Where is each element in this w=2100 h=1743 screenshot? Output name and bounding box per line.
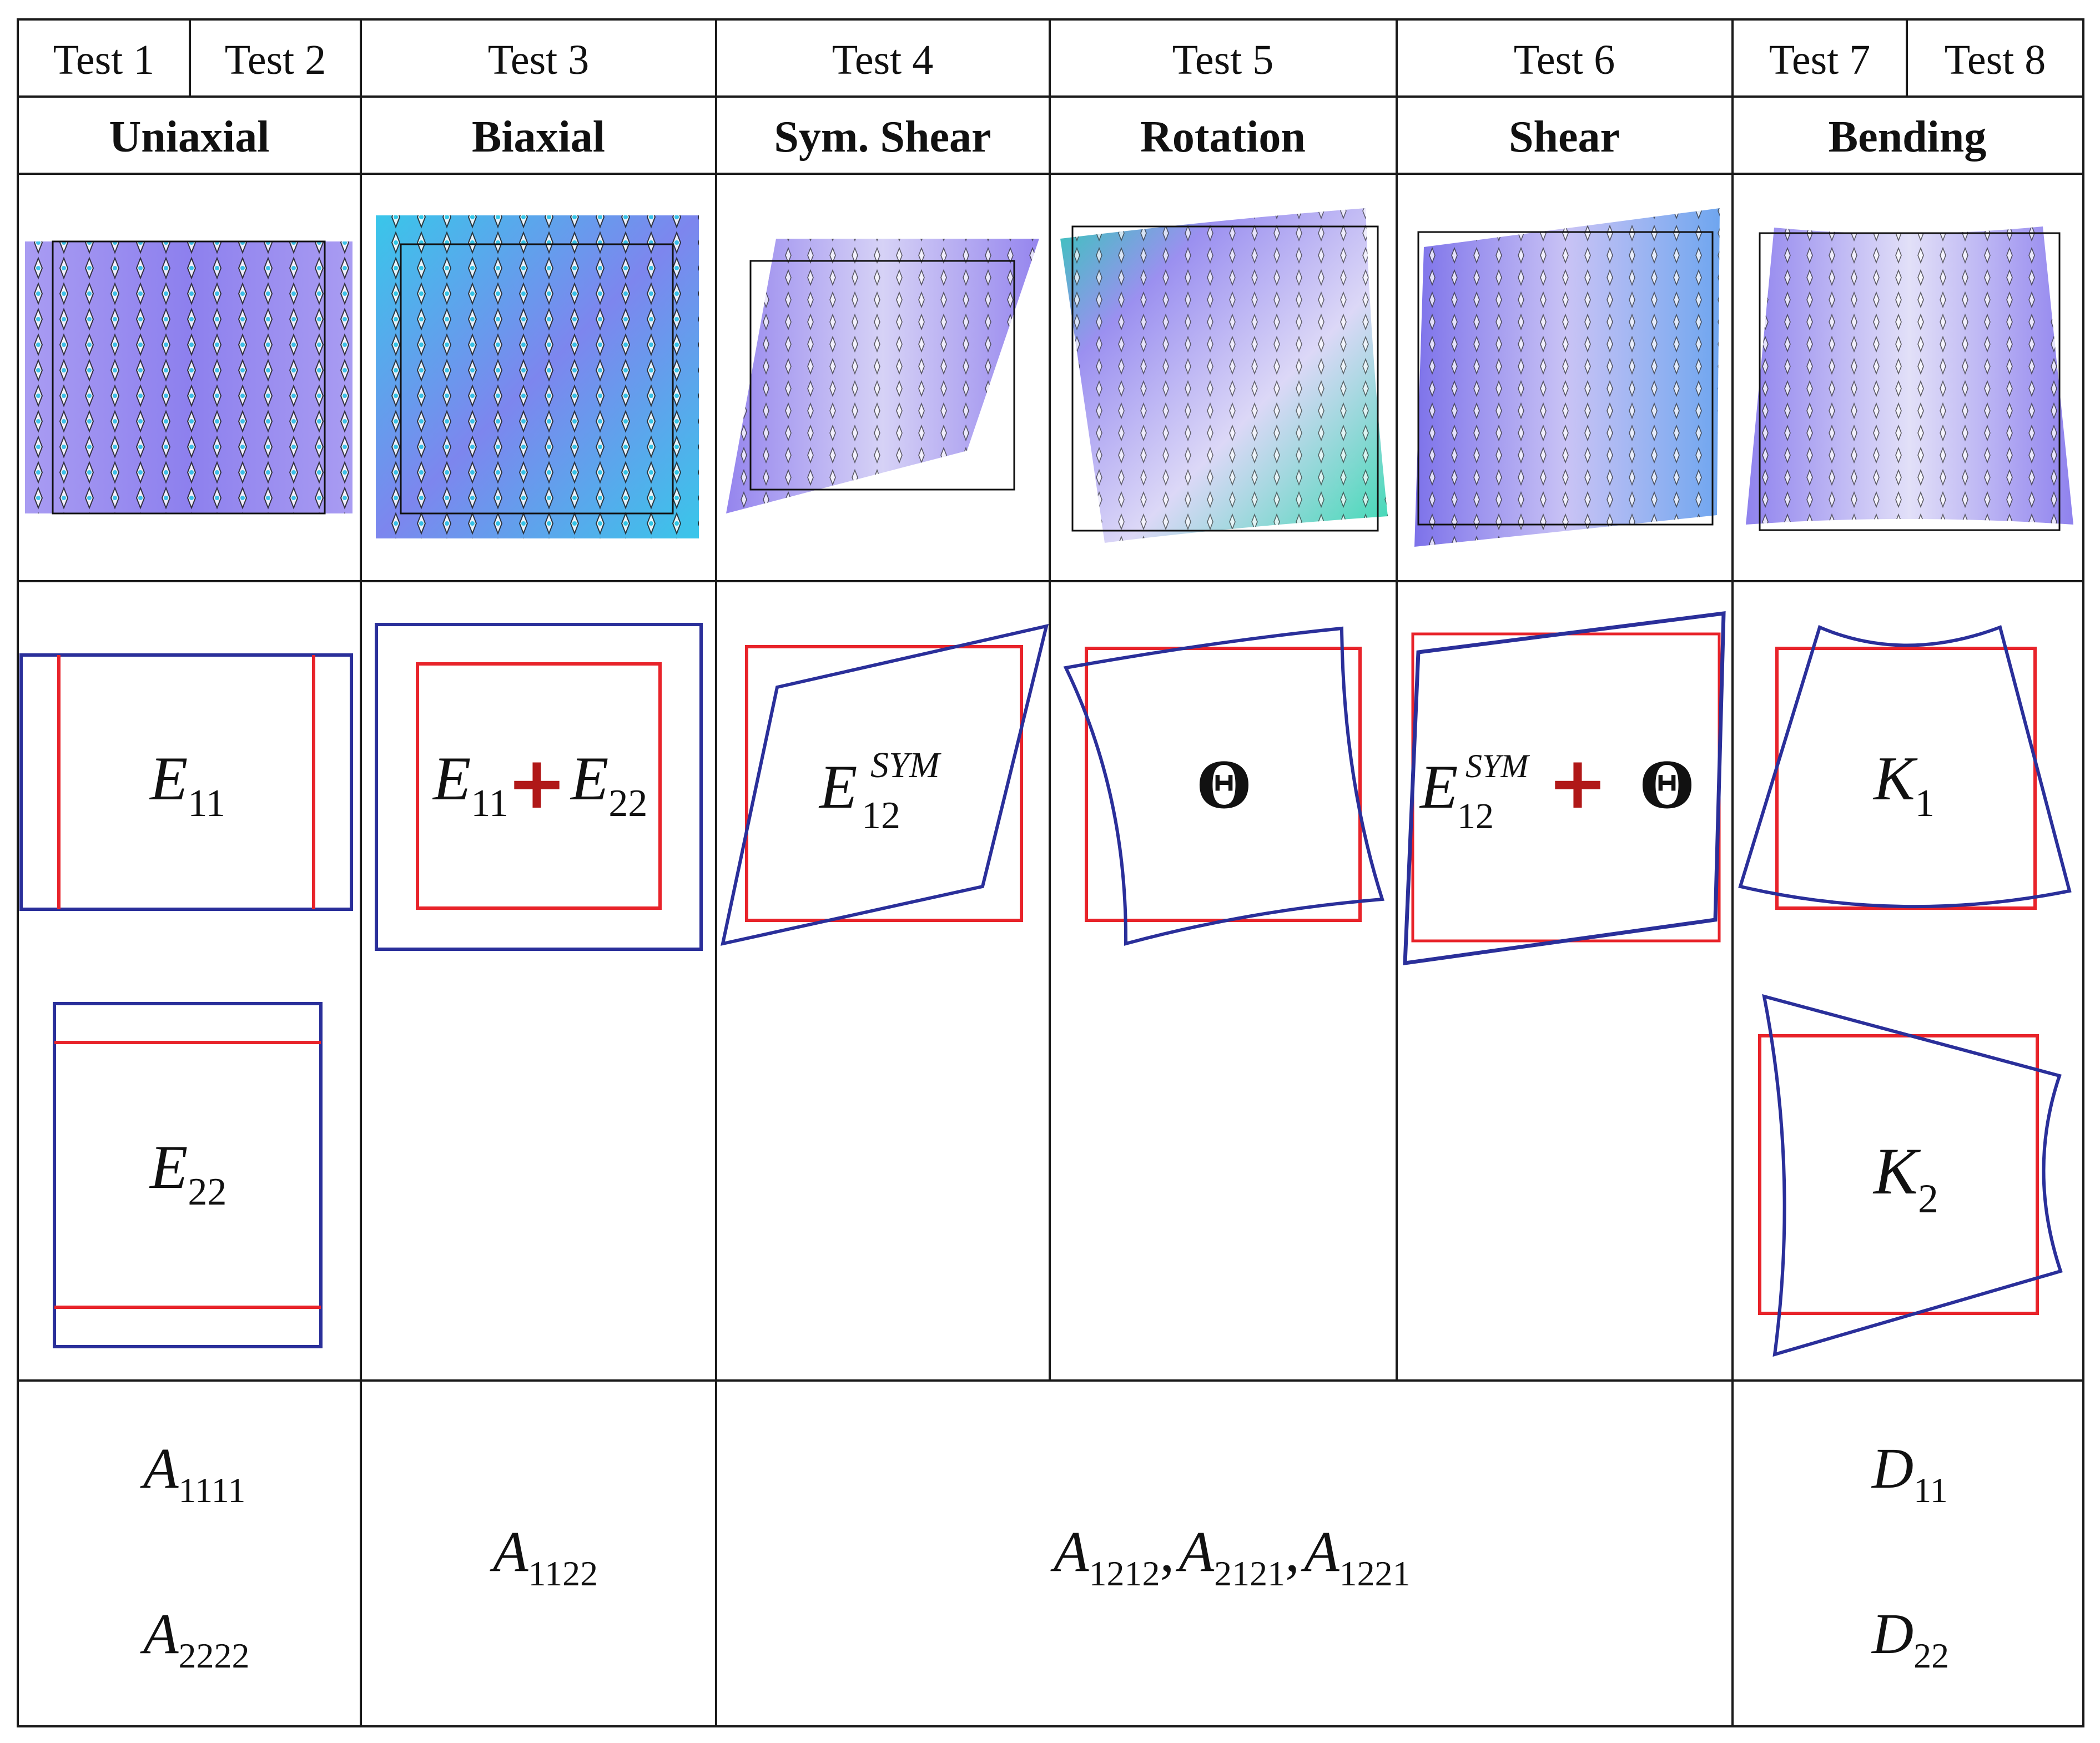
mode-rotation: Rotation bbox=[1140, 113, 1306, 162]
e11-subscript: 11 bbox=[188, 782, 225, 825]
mode-uniaxial: Uniaxial bbox=[109, 113, 270, 162]
e12-sym-symbol: E bbox=[818, 753, 857, 822]
svg-text:D11: D11 bbox=[1871, 1437, 1948, 1510]
svg-text:D22: D22 bbox=[1871, 1602, 1949, 1675]
lattice-biaxial bbox=[376, 215, 699, 538]
test-4-label: Test 4 bbox=[832, 37, 934, 83]
svg-text:E11: E11 bbox=[432, 744, 508, 825]
coef-a1111-subscript: 1111 bbox=[179, 1470, 246, 1510]
mode-bending: Bending bbox=[1829, 113, 1987, 162]
mode-biaxial: Biaxial bbox=[472, 113, 605, 162]
coef-comma-1: , bbox=[1160, 1520, 1175, 1584]
shear-plus: + bbox=[1548, 740, 1608, 825]
e12-sym-subscript: 12 bbox=[862, 794, 900, 837]
coef-a1212-subscript: 1212 bbox=[1089, 1554, 1160, 1593]
k2-subscript: 2 bbox=[1918, 1176, 1938, 1222]
coef-a2222-symbol: A bbox=[140, 1602, 179, 1666]
coef-d22-subscript: 22 bbox=[1913, 1636, 1949, 1675]
lattice-uniaxial bbox=[25, 240, 352, 515]
lattice-shear bbox=[1414, 208, 1720, 547]
coef-comma-2: , bbox=[1285, 1520, 1300, 1584]
coefficient-row: A1111 A2222 A1122 A1212,A2121,A1221 D11 … bbox=[140, 1437, 1949, 1675]
coef-a1212-symbol: A bbox=[1050, 1520, 1089, 1584]
rotation-theta: Θ bbox=[1197, 750, 1251, 823]
mode-header-row: Uniaxial Biaxial Sym. Shear Rotation She… bbox=[109, 113, 1987, 162]
coef-d11-subscript: 11 bbox=[1913, 1470, 1948, 1510]
test-5-label: Test 5 bbox=[1172, 37, 1274, 83]
e22-subscript: 22 bbox=[188, 1171, 226, 1213]
shear-e12-subscript: 12 bbox=[1457, 796, 1494, 837]
table-grid bbox=[17, 18, 2084, 1727]
svg-text:E22: E22 bbox=[149, 1133, 226, 1213]
e22-symbol: E bbox=[149, 1133, 188, 1202]
coef-a1111-symbol: A bbox=[140, 1437, 179, 1500]
e12-sym-superscript: SYM bbox=[870, 745, 942, 785]
svg-text:E11: E11 bbox=[149, 744, 225, 825]
schematic-e11: E11 bbox=[19, 653, 353, 911]
mode-sym-shear: Sym. Shear bbox=[774, 113, 991, 162]
biaxial-plus: + bbox=[507, 740, 567, 825]
lattice-rotation bbox=[1060, 208, 1388, 543]
e11-symbol: E bbox=[149, 744, 188, 813]
test-2-label: Test 2 bbox=[225, 37, 326, 83]
coef-a2121-symbol: A bbox=[1176, 1520, 1215, 1584]
k1-symbol: K bbox=[1872, 744, 1918, 813]
lattice-sym-shear bbox=[726, 239, 1039, 513]
schematic-k2: K2 bbox=[1758, 994, 2063, 1357]
coef-a1122-symbol: A bbox=[490, 1520, 528, 1584]
test-6-label: Test 6 bbox=[1514, 37, 1615, 83]
svg-text:A1212,A2121,A1221: A1212,A2121,A1221 bbox=[1050, 1520, 1411, 1593]
svg-text:A1122: A1122 bbox=[490, 1520, 598, 1593]
schematic-e22: E22 bbox=[53, 1002, 323, 1348]
biaxial-e22-symbol: E bbox=[570, 744, 608, 813]
test-8-label: Test 8 bbox=[1945, 37, 2046, 83]
schematic-biaxial: E11 + E22 bbox=[375, 623, 703, 951]
biaxial-e22-subscript: 22 bbox=[608, 782, 647, 825]
coef-a2121-subscript: 2121 bbox=[1214, 1554, 1285, 1593]
mode-shear: Shear bbox=[1509, 113, 1620, 162]
lattice-bending bbox=[1746, 226, 2073, 531]
coef-a1122-subscript: 1122 bbox=[528, 1554, 598, 1593]
coef-a2222-subscript: 2222 bbox=[179, 1636, 250, 1675]
test-header-row: Test 1 Test 2 Test 3 Test 4 Test 5 Test … bbox=[53, 37, 2046, 83]
coef-d11-symbol: D bbox=[1871, 1437, 1913, 1500]
coef-a1221-subscript: 1221 bbox=[1339, 1554, 1411, 1593]
svg-text:K1: K1 bbox=[1872, 744, 1935, 825]
test-3-label: Test 3 bbox=[488, 37, 590, 83]
k2-symbol: K bbox=[1872, 1134, 1921, 1208]
svg-text:K2: K2 bbox=[1872, 1134, 1938, 1222]
schematic-shear: E 12 SYM + Θ bbox=[1403, 611, 1726, 966]
shear-e12-superscript: SYM bbox=[1466, 748, 1530, 784]
schematic-k1: K1 bbox=[1738, 624, 2072, 910]
shear-theta: Θ bbox=[1640, 750, 1694, 823]
shear-e12-symbol: E bbox=[1419, 753, 1458, 822]
svg-text:A2222: A2222 bbox=[140, 1602, 250, 1675]
coef-a1221-symbol: A bbox=[1301, 1520, 1339, 1584]
svg-text:E22: E22 bbox=[570, 744, 647, 825]
coef-d22-symbol: D bbox=[1871, 1602, 1913, 1666]
test-7-label: Test 7 bbox=[1769, 37, 1871, 83]
schematic-e12-sym: E 12 SYM bbox=[721, 624, 1049, 946]
svg-text:A1111: A1111 bbox=[140, 1437, 245, 1510]
k1-subscript: 1 bbox=[1915, 782, 1935, 825]
biaxial-e11-subscript: 11 bbox=[471, 782, 508, 825]
test-1-label: Test 1 bbox=[53, 37, 155, 83]
biaxial-e11-symbol: E bbox=[432, 744, 471, 813]
schematic-rotation: Θ bbox=[1063, 626, 1384, 946]
